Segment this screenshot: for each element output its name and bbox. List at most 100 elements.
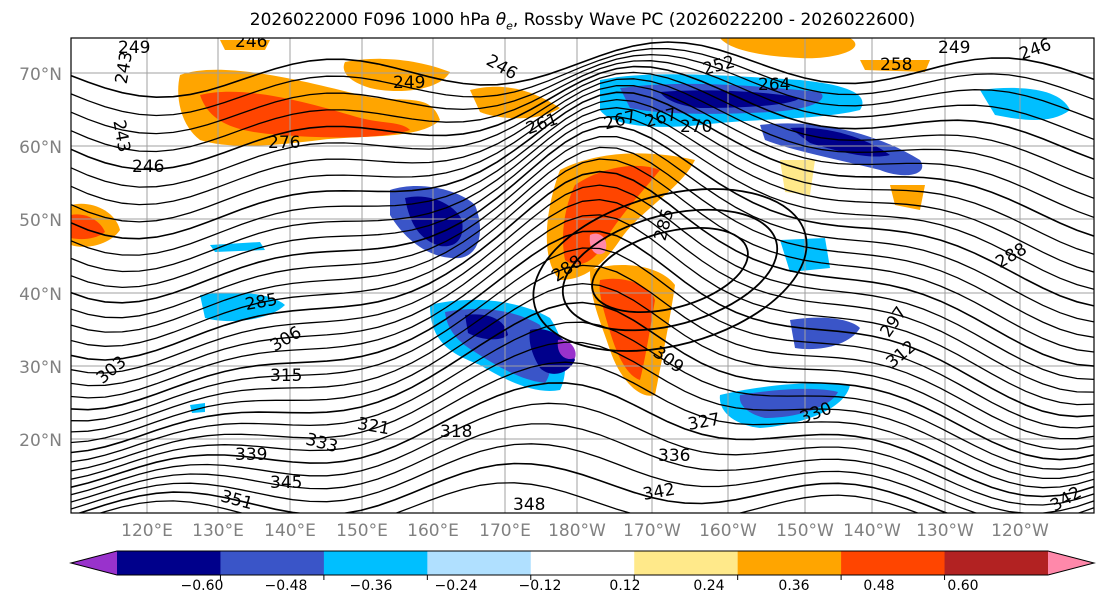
contour-label: 345	[270, 473, 302, 493]
lat-label-70n: 70°N	[19, 65, 62, 85]
lat-label-30n: 30°N	[19, 358, 62, 378]
theta-e-contour-line	[98, 482, 920, 513]
map-area: 249 246 243 243 246 249 246 252 258 249 …	[71, 32, 1094, 515]
contour-label: 348	[513, 495, 545, 515]
theta-e-contour-line	[71, 382, 1094, 498]
theta-e-contour-line	[71, 361, 1094, 489]
contour-label: 339	[235, 445, 267, 465]
colorbar-segment	[944, 551, 1049, 575]
theta-e-contour-line	[71, 184, 1094, 381]
colorbar-tick-label: −0.36	[350, 578, 393, 594]
longitude-labels: 120°E 130°E 140°E 150°E 160°E 170°E 180°…	[121, 521, 1049, 541]
colorbar-tick-label: −0.48	[265, 578, 308, 594]
theta-e-contour-line	[71, 60, 1094, 153]
colorbar-extend-high	[1048, 551, 1094, 575]
theta-e-contour-line	[71, 71, 1094, 188]
colorbar-segment	[530, 551, 635, 575]
colorbar-segment	[737, 551, 842, 575]
lon-label: 120°W	[991, 521, 1049, 541]
theta-e-contour-line	[71, 341, 1094, 480]
contour-label: 246	[132, 157, 164, 177]
lat-label-20n: 20°N	[19, 431, 62, 451]
contour-label: 315	[270, 366, 302, 386]
closed-contour	[591, 226, 749, 314]
theta-e-contour-line	[71, 301, 1094, 461]
theta-e-contour-line	[71, 91, 1094, 240]
contour-label: 264	[758, 75, 790, 95]
theta-e-contour-line	[71, 136, 1094, 323]
chart-title: 2026022000 F096 1000 hPa θe, Rossby Wave…	[249, 10, 916, 33]
lon-label: 120°E	[121, 521, 173, 541]
theta-e-contour-line	[71, 158, 1094, 353]
contour-label: 318	[440, 422, 472, 442]
contour-label: 249	[393, 73, 425, 93]
colorbar-tick-label: 0.48	[863, 578, 894, 594]
colorbar-segment	[220, 551, 325, 575]
theta-e-contour-line	[71, 48, 1094, 117]
colorbar-segment	[323, 551, 428, 575]
lon-label: 180°W	[548, 521, 606, 541]
colorbar-segment	[841, 551, 946, 575]
contour-label: 336	[658, 446, 690, 466]
colorbar-tick-label: −0.24	[435, 578, 478, 594]
lon-label: 150°W	[776, 521, 834, 541]
lon-label: 170°W	[623, 521, 681, 541]
colorbar	[69, 550, 1096, 580]
theta-e-contour-line	[71, 98, 1094, 256]
lon-label: 160°E	[407, 521, 459, 541]
theta-e-contour-line	[71, 230, 1094, 418]
lon-label: 130°E	[192, 521, 244, 541]
lon-label: 130°W	[916, 521, 974, 541]
colorbar-tick-label: 0.60	[947, 578, 978, 594]
colorbar-tick-labels: −0.60 −0.48 −0.36 −0.24 −0.12 0.12 0.24 …	[181, 578, 979, 594]
colorbar-outline	[69, 550, 1096, 576]
theta-e-contour-line	[71, 53, 1094, 135]
colorbar-segment	[634, 551, 739, 575]
lon-label: 150°E	[336, 521, 388, 541]
contour-labels: 249 246 243 243 246 249 246 252 258 249 …	[93, 32, 1085, 515]
lon-label: 140°E	[264, 521, 316, 541]
colorbar-tick-label: 0.24	[693, 578, 724, 594]
colorbar-tick-label: −0.60	[181, 578, 224, 594]
lat-label-60n: 60°N	[19, 138, 62, 158]
colorbar-tick-label: −0.12	[519, 578, 562, 594]
theta-e-contour-line	[71, 198, 1094, 393]
theta-e-contour-line	[71, 107, 1094, 273]
colorbar-tick-label: 0.12	[609, 578, 640, 594]
contour-label: 249	[118, 38, 150, 58]
colorbar-extend-low	[71, 551, 117, 575]
colorbar-segment	[117, 551, 221, 575]
contour-label: 258	[880, 55, 912, 75]
theta-e-contour-line	[77, 462, 949, 513]
title-bar: 2026022000 F096 1000 hPa θe, Rossby Wave…	[0, 0, 1105, 36]
theta-e-contour-line	[71, 115, 1094, 290]
lon-label: 160°W	[699, 521, 757, 541]
theta-e-contour-line	[71, 321, 1094, 470]
theta-e-contour-line	[71, 146, 1094, 338]
lon-label: 170°E	[479, 521, 531, 541]
contour-label: 249	[938, 38, 970, 58]
theta-e-contour-line	[71, 264, 1094, 440]
lat-label-40n: 40°N	[19, 285, 62, 305]
contour-label: 276	[268, 133, 300, 153]
theta-e-contour-line	[71, 65, 1094, 171]
lat-label-50n: 50°N	[19, 211, 62, 231]
latitude-labels: 70°N 60°N 50°N 40°N 30°N 20°N	[19, 65, 62, 451]
theta-e-contour-line	[71, 84, 1094, 223]
contour-label: 246	[235, 32, 267, 52]
theta-e-contours	[71, 41, 1094, 513]
theta-e-contour-line	[71, 170, 1094, 367]
theta-e-contour-line	[71, 78, 1094, 206]
colorbar-tick-label: 0.36	[778, 578, 809, 594]
colorbar-segment	[427, 551, 532, 575]
theta-e-contour-line	[71, 41, 1094, 99]
theta-e-contour-line	[71, 423, 1094, 513]
map-frame	[70, 37, 1095, 514]
theta-e-contour-line	[71, 402, 1094, 506]
closed-contour	[532, 188, 808, 352]
theta-e-contour-line	[71, 214, 1094, 406]
lon-label: 140°W	[843, 521, 901, 541]
theta-e-contour-line	[71, 443, 1094, 513]
theta-e-contour-line	[71, 282, 1094, 451]
